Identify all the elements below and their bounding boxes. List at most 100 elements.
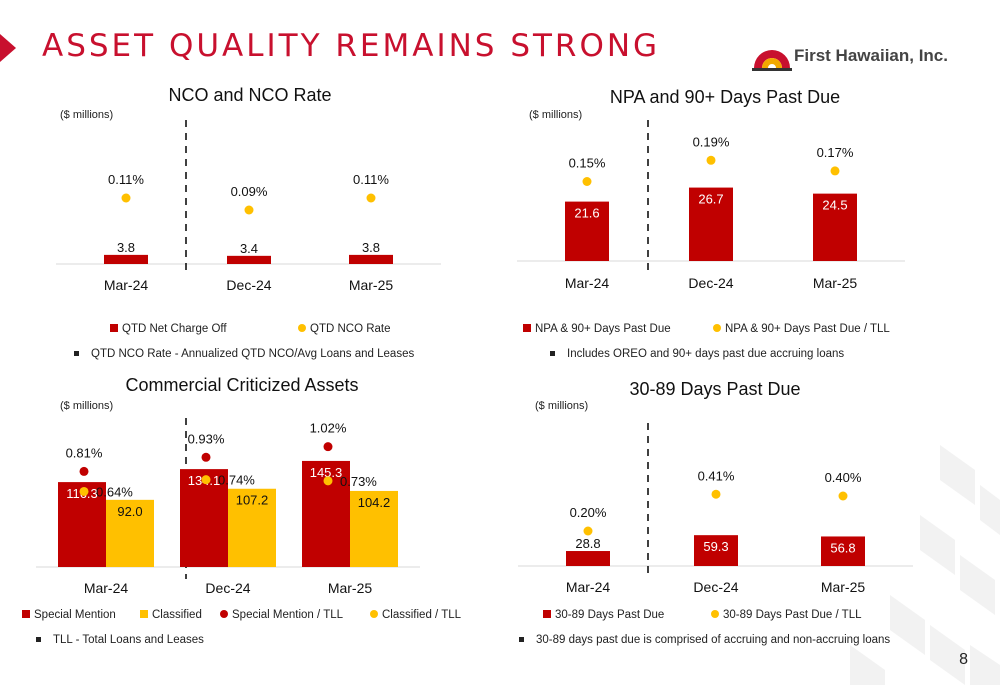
chart-nco: NCO and NCO Rate ($ millions) 3.8 3.4 3.8 0.1… — [56, 85, 441, 335]
bar-label: 26.7 — [698, 192, 723, 207]
legend-label: Special Mention / TLL — [232, 609, 344, 621]
dot-npa-90-days-past-due-tll — [582, 177, 592, 186]
dot-label: 0.74% — [218, 473, 255, 488]
bullet-icon — [550, 351, 555, 357]
bar-label: 145.3 — [310, 465, 343, 480]
company-logo: First Hawaiian, Inc. — [752, 38, 982, 72]
legend-swatch — [713, 324, 721, 332]
footnote-npa: Includes OREO and 90+ days past due accr… — [550, 348, 844, 360]
bar-label: 3.4 — [240, 241, 258, 256]
bar-label: 3.8 — [362, 240, 380, 255]
chart-title: 30-89 Days Past Due — [629, 379, 800, 399]
bullet-icon — [519, 637, 524, 643]
legend-label: 30-89 Days Past Due / TLL — [723, 609, 862, 621]
category-label: Mar-25 — [821, 579, 866, 595]
chart-panel-nco: NCO and NCO Rate ($ millions) 3.8 3.4 3.8 0.1… — [40, 80, 480, 350]
page-number: 8 — [959, 651, 968, 668]
dot-qtd-nco-rate — [121, 193, 131, 203]
footnote-npa-text: Includes OREO and 90+ days past due accr… — [567, 348, 845, 360]
bar-label: 24.5 — [822, 198, 847, 213]
bar-npa-90-days-past-due — [689, 187, 733, 261]
category-label: Mar-24 — [104, 277, 149, 293]
legend-swatch — [711, 610, 719, 618]
legend-label: 30-89 Days Past Due — [555, 609, 664, 621]
bar-classified — [106, 499, 154, 567]
category-label: Dec-24 — [693, 579, 738, 595]
dot-label: 0.11% — [108, 172, 144, 187]
legend-label: QTD NCO Rate — [310, 323, 391, 335]
decorative-pattern — [850, 445, 1000, 685]
legend-label: Classified / TLL — [382, 609, 462, 621]
units-label: ($ millions) — [535, 400, 588, 412]
dot-label: 0.20% — [570, 505, 607, 520]
bar-special-mention — [58, 482, 106, 567]
bar-30-89-days-past-due — [821, 536, 865, 566]
dot-label: 0.73% — [340, 474, 377, 489]
footnote-nco-text: QTD NCO Rate - Annualized QTD NCO/Avg Lo… — [91, 348, 415, 360]
dot-label: 0.81% — [66, 445, 103, 460]
chart-panel-npa: NPA and 90+ Days Past Due ($ millions) 21.… — [515, 80, 955, 350]
footnote-cca-text: TLL - Total Loans and Leases — [53, 634, 204, 646]
units-label: ($ millions) — [60, 109, 113, 121]
dot-label: 0.15% — [569, 156, 606, 171]
dot-label: 0.41% — [698, 468, 735, 483]
legend-swatch — [140, 610, 148, 618]
footnote-pd3089-text: 30-89 days past due is comprised of accr… — [536, 634, 891, 646]
dot-npa-90-days-past-due-tll — [830, 166, 840, 176]
bar-qtd-net-charge-off — [349, 254, 393, 264]
bar-classified — [350, 490, 398, 567]
bar-label: 56.8 — [830, 540, 855, 555]
bar-30-89-days-past-due — [566, 551, 610, 566]
dot-special-mention-tll — [323, 442, 333, 452]
dot-qtd-nco-rate — [366, 193, 376, 203]
legend-swatch — [543, 610, 551, 618]
bar-label: 92.0 — [117, 504, 142, 519]
footnote-nco: QTD NCO Rate - Annualized QTD NCO/Avg Lo… — [74, 348, 414, 360]
category-label: Mar-25 — [349, 277, 394, 293]
chart-title: NPA and 90+ Days Past Due — [610, 87, 840, 107]
bar-label: 21.6 — [574, 206, 599, 221]
category-label: Mar-24 — [84, 580, 129, 596]
legend-label: NPA & 90+ Days Past Due / TLL — [725, 323, 890, 335]
logo-text: First Hawaiian, Inc. — [794, 46, 948, 65]
legend-label: Classified — [152, 609, 202, 621]
dot-classified-tll — [323, 476, 333, 486]
bullet-icon — [74, 351, 79, 357]
category-label: Mar-24 — [565, 275, 610, 291]
bar-special-mention — [180, 469, 228, 567]
dot-label: 1.02% — [310, 421, 347, 436]
footnote-pd3089: 30-89 days past due is comprised of accr… — [519, 634, 890, 646]
dot-special-mention-tll — [79, 466, 89, 476]
title-arrow-icon — [0, 34, 16, 62]
legend-swatch — [220, 610, 228, 618]
dot-classified-tll — [201, 475, 211, 485]
dot-label: 0.11% — [353, 172, 389, 187]
bar-label: 28.8 — [575, 536, 600, 551]
units-label: ($ millions) — [60, 400, 113, 412]
legend-swatch — [298, 324, 306, 332]
chart-cca: Commercial Criticized Assets ($ millions)… — [22, 375, 462, 621]
category-label: Mar-25 — [813, 275, 858, 291]
bar-label: 104.2 — [358, 495, 391, 510]
bar-qtd-net-charge-off — [104, 254, 148, 264]
chart-pd3089: 30-89 Days Past Due ($ millions) 28.8 59.3 5… — [518, 379, 913, 621]
category-label: Dec-24 — [688, 275, 733, 291]
dot-qtd-nco-rate — [244, 205, 254, 215]
bar-label: 59.3 — [703, 539, 728, 554]
dot-30-89-days-past-due-tll — [583, 526, 593, 536]
legend-swatch — [370, 610, 378, 618]
category-label: Mar-25 — [328, 580, 373, 596]
chart-panel-pd3089: 30-89 Days Past Due ($ millions) 28.8 59.3 5… — [515, 368, 955, 628]
category-label: Mar-24 — [566, 579, 611, 595]
dot-label: 0.09% — [231, 184, 268, 199]
units-label: ($ millions) — [529, 109, 582, 121]
category-label: Dec-24 — [226, 277, 271, 293]
legend-label: NPA & 90+ Days Past Due — [535, 323, 671, 335]
bar-30-89-days-past-due — [694, 535, 738, 566]
legend-label: QTD Net Charge Off — [122, 323, 227, 335]
bar-npa-90-days-past-due — [813, 193, 857, 261]
chart-title: NCO and NCO Rate — [168, 85, 331, 105]
bar-classified — [228, 488, 276, 567]
chart-title: Commercial Criticized Assets — [125, 375, 358, 395]
dot-label: 0.93% — [188, 431, 225, 446]
